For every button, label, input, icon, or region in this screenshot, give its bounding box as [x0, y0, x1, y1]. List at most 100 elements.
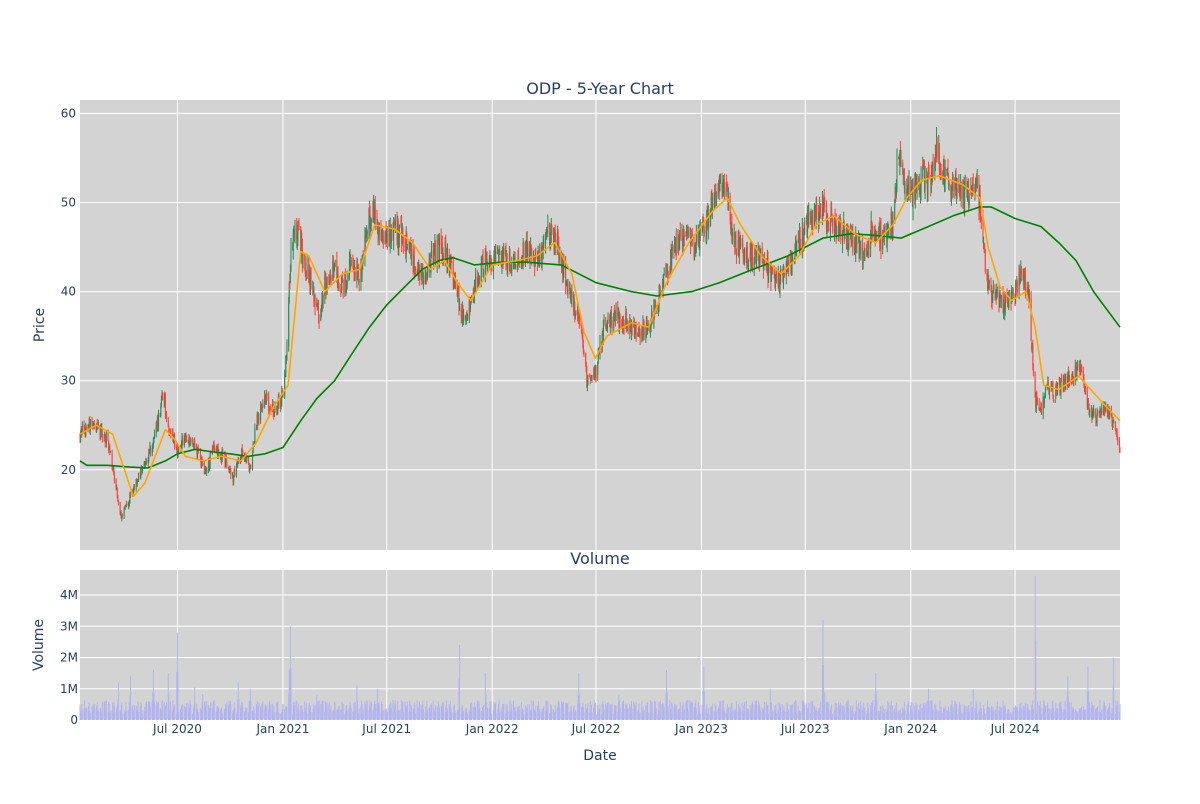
- volume-bar: [946, 709, 948, 720]
- candle-body: [851, 238, 853, 247]
- candle-body: [445, 250, 447, 252]
- candle-body: [924, 177, 926, 190]
- candle-body: [870, 220, 872, 241]
- volume-bar: [874, 706, 876, 720]
- candle-body: [685, 235, 687, 237]
- volume-bar: [765, 701, 767, 720]
- volume-bar: [825, 702, 827, 720]
- volume-plot-background: [80, 570, 1120, 720]
- candle-body: [701, 226, 703, 230]
- candle-body: [617, 306, 619, 317]
- volume-bar: [910, 705, 912, 720]
- candle-body: [269, 407, 271, 409]
- candle-body: [1109, 411, 1111, 416]
- candle-body: [904, 190, 906, 194]
- volume-bar: [368, 710, 370, 720]
- volume-bar: [236, 711, 238, 720]
- candle-body: [707, 212, 709, 229]
- candle-body: [348, 259, 350, 276]
- volume-bar: [442, 701, 444, 720]
- volume-bar: [1067, 695, 1069, 720]
- candle-body: [294, 224, 296, 240]
- candle-body: [834, 219, 836, 231]
- volume-bar: [121, 713, 123, 720]
- volume-bar: [284, 709, 286, 720]
- candle-body: [739, 241, 741, 243]
- candle-body: [862, 253, 864, 263]
- volume-bar: [808, 703, 810, 720]
- candle-body: [221, 450, 223, 461]
- candle-body: [426, 267, 428, 280]
- candle-body: [148, 451, 150, 461]
- candle-body: [729, 196, 731, 220]
- volume-bar: [254, 713, 256, 720]
- candle-body: [987, 275, 989, 286]
- candle-body: [659, 292, 661, 294]
- volume-bar: [1012, 706, 1014, 720]
- candle-body: [1062, 380, 1064, 389]
- volume-bar: [500, 710, 502, 720]
- candle-body: [274, 406, 276, 412]
- candle-body: [1111, 416, 1113, 424]
- volume-bar: [1064, 700, 1066, 720]
- volume-bar: [244, 711, 246, 720]
- candle-body: [504, 247, 506, 252]
- candle-body: [509, 253, 511, 266]
- candle-body: [381, 231, 383, 239]
- volume-bar: [386, 711, 388, 720]
- candle-body: [781, 269, 783, 271]
- volume-bar: [530, 709, 532, 720]
- candle-body: [334, 265, 336, 271]
- volume-bar: [986, 707, 988, 720]
- volume-bar: [117, 699, 119, 720]
- volume-bar: [1091, 708, 1093, 720]
- volume-bar: [886, 711, 888, 720]
- candle-body: [623, 319, 625, 326]
- volume-bar: [289, 626, 291, 720]
- candle-body: [735, 235, 737, 254]
- candle-body: [1095, 417, 1097, 422]
- volume-bar: [475, 707, 477, 720]
- candle-body: [776, 271, 778, 283]
- volume-bar: [875, 694, 877, 720]
- candle-body: [265, 399, 267, 403]
- candle-body: [360, 262, 362, 282]
- volume-bar: [597, 705, 599, 720]
- volume-bar: [894, 712, 896, 720]
- candle-body: [750, 250, 752, 267]
- volume-bar: [685, 701, 687, 720]
- volume-bar: [546, 711, 548, 720]
- volume-bar: [181, 712, 183, 720]
- volume-bar: [157, 709, 159, 720]
- candle-body: [1112, 421, 1114, 423]
- candle-body: [338, 281, 340, 287]
- candle-body: [1107, 409, 1109, 414]
- candle-body: [1108, 411, 1110, 418]
- volume-bar: [911, 712, 913, 720]
- volume-bar: [354, 709, 356, 720]
- candle-body: [116, 488, 118, 490]
- volume-bar: [651, 711, 653, 720]
- candle-body: [770, 272, 772, 283]
- volume-bar: [105, 700, 107, 720]
- candle-body: [453, 280, 455, 284]
- volume-bar: [503, 703, 505, 720]
- volume-bar: [587, 703, 589, 720]
- volume-bar: [737, 711, 739, 720]
- volume-bar: [795, 700, 797, 720]
- volume-bar: [1000, 708, 1002, 720]
- volume-bar: [151, 701, 153, 720]
- candle-body: [870, 237, 872, 249]
- candle-body: [966, 191, 968, 200]
- volume-bar: [471, 702, 473, 720]
- candle-body: [289, 273, 291, 281]
- volume-bar: [288, 670, 290, 720]
- volume-bar: [1024, 710, 1026, 720]
- candle-body: [214, 448, 216, 452]
- candle-body: [535, 255, 537, 260]
- volume-bar: [1004, 706, 1006, 720]
- volume-bar: [280, 713, 282, 720]
- candle-body: [189, 436, 191, 445]
- candle-body: [296, 240, 298, 242]
- volume-bar: [438, 704, 440, 720]
